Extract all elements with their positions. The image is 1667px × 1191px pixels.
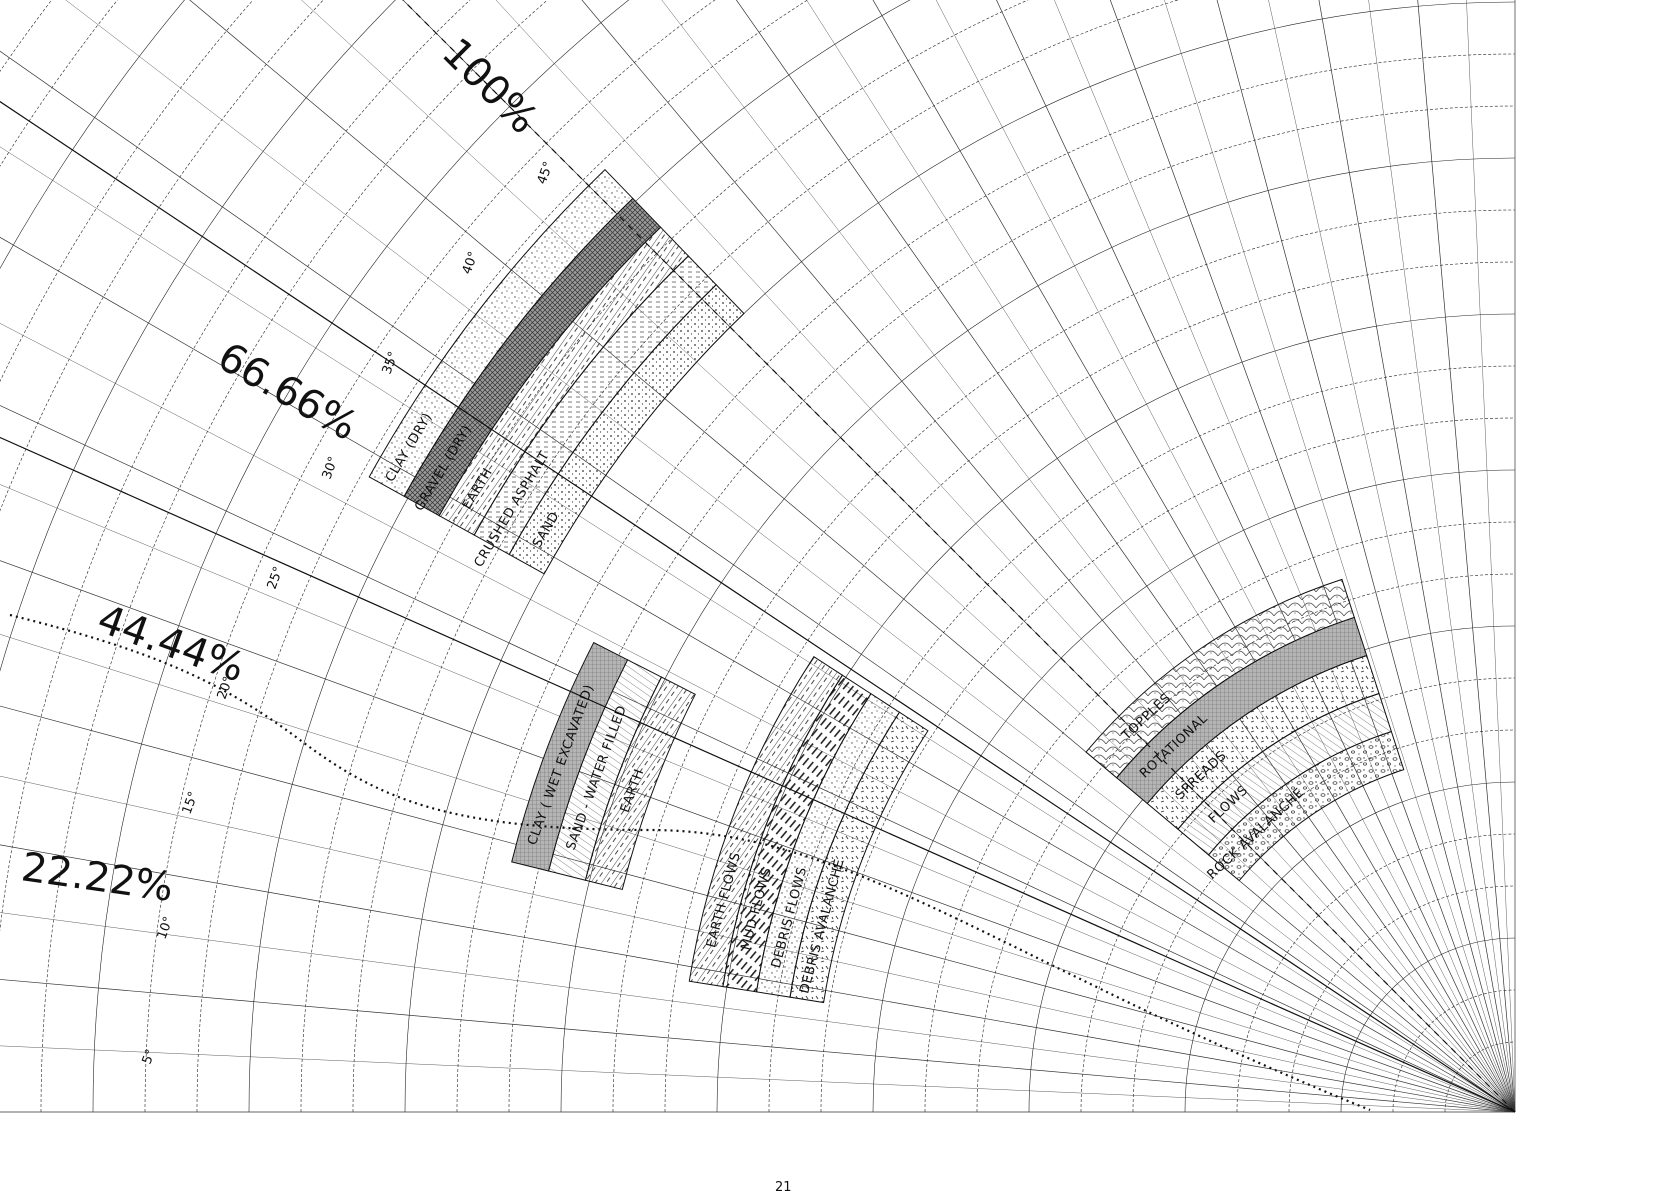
grid-ray bbox=[661, 0, 1516, 1113]
grid-ray bbox=[935, 0, 1516, 1113]
grid-ray bbox=[1164, 0, 1516, 1113]
grid-ray bbox=[1054, 0, 1516, 1113]
slope-degree-label: 5° bbox=[140, 1047, 159, 1066]
grid-ray bbox=[996, 0, 1516, 1113]
grid-ray bbox=[0, 146, 1516, 1113]
grid-ray bbox=[1268, 0, 1516, 1113]
grid-ray bbox=[1368, 0, 1516, 1113]
grid-ray bbox=[1216, 0, 1516, 1113]
grid-ray bbox=[1109, 0, 1516, 1113]
grid-ray bbox=[402, 0, 1516, 1113]
grid-ray bbox=[581, 0, 1516, 1113]
grid-ray bbox=[65, 0, 1516, 1113]
grid-ray bbox=[0, 979, 1516, 1113]
grid-ray bbox=[806, 0, 1516, 1113]
dotted-profile-line bbox=[9, 613, 1371, 1112]
slope-line bbox=[0, 436, 1516, 1113]
slope-degree-label: 40° bbox=[460, 250, 482, 277]
grid-ray bbox=[189, 0, 1516, 1113]
grid-ray bbox=[0, 775, 1516, 1113]
material-band bbox=[511, 641, 629, 872]
slope-line bbox=[0, 100, 1516, 1113]
slope-degree-label: 35° bbox=[380, 350, 402, 377]
grid-arc bbox=[1236, 833, 1516, 1113]
grid-ray bbox=[1417, 0, 1516, 1113]
grid-ray bbox=[0, 50, 1516, 1113]
grid-arc bbox=[248, 0, 911, 1113]
slope-degree-label: 20° bbox=[215, 675, 237, 702]
band-layer bbox=[368, 168, 1405, 1004]
grid-ray bbox=[495, 0, 1516, 1113]
rock-band bbox=[1085, 578, 1355, 779]
grid-ray bbox=[0, 236, 1516, 1113]
slope-percent-label: 22.22% bbox=[19, 844, 176, 911]
grid-arc bbox=[924, 521, 1516, 1113]
grid-arc bbox=[1444, 1041, 1516, 1113]
grid-arc bbox=[1132, 729, 1516, 1113]
grid-ray bbox=[301, 0, 1516, 1113]
grid-ray bbox=[0, 1045, 1516, 1113]
slope-lines bbox=[0, 0, 1516, 1113]
grid-ray bbox=[872, 0, 1516, 1113]
slope-percent-label: 100% bbox=[433, 30, 546, 143]
grid-ray bbox=[0, 323, 1516, 1113]
grid-arc bbox=[612, 209, 1516, 1113]
slope-line bbox=[402, 0, 1516, 1113]
partial-bottom-label: 21 bbox=[775, 1180, 792, 1191]
slope-degree-label: 45° bbox=[535, 160, 557, 187]
slope-degree-label: 30° bbox=[320, 455, 342, 482]
grid-ray bbox=[1318, 0, 1516, 1113]
grid-arc bbox=[0, 0, 471, 933]
grid-ray bbox=[0, 912, 1516, 1113]
landslide-band bbox=[688, 655, 844, 988]
grid-ray bbox=[1466, 0, 1516, 1113]
grid-ray bbox=[0, 844, 1516, 1113]
slope-percent-label: 66.66% bbox=[210, 334, 365, 450]
material-band bbox=[368, 168, 634, 497]
slope-degree-label: 25° bbox=[265, 565, 287, 592]
slope-degree-label: 15° bbox=[180, 790, 202, 817]
slope-degree-label: 10° bbox=[155, 915, 177, 942]
grid-ray bbox=[735, 0, 1516, 1113]
